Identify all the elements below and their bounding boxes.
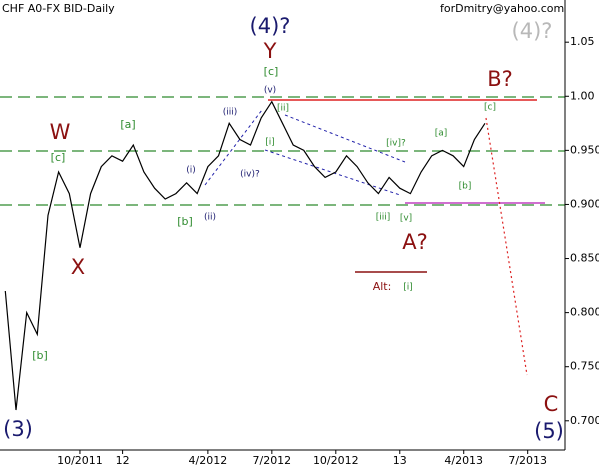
x-tick-label: 10/2012 (313, 454, 359, 467)
wave-label: W (50, 120, 71, 144)
wave-label: [b] (459, 182, 472, 192)
wave-label: (5) (534, 419, 564, 443)
wave-label: [c] (484, 103, 496, 113)
wave-label: (iv)? (240, 170, 260, 180)
wave-label: [i] (403, 283, 413, 293)
chart-title: CHF A0-FX BID-Daily (2, 2, 115, 15)
alt-label: Alt: (373, 280, 392, 293)
x-tick-label: 4/2013 (444, 454, 483, 467)
y-tick-label: 1.00 (570, 89, 595, 102)
wave-label: [iii] (376, 213, 391, 223)
y-tick-label: 0.950 (570, 143, 599, 156)
wave-label: [a] (120, 118, 135, 131)
wave-label: C (544, 392, 559, 416)
y-tick-label: 1.05 (570, 35, 595, 48)
x-tick-label: 7/2013 (508, 454, 547, 467)
wave-label: (i) (186, 166, 196, 176)
x-tick-label: 7/2012 (252, 454, 291, 467)
wave-label: [v] (400, 214, 412, 224)
x-tick-label: 13 (393, 454, 407, 467)
projection-line (485, 117, 528, 376)
price-line (4, 100, 486, 411)
wave-label: [b] (177, 215, 193, 228)
wave-label: (4)? (512, 19, 553, 43)
wave-label: Y (263, 39, 277, 63)
y-tick-label: 0.800 (570, 306, 599, 319)
wave-label: [a] (435, 129, 448, 139)
wave-label: [ii] (277, 104, 289, 114)
x-tick-label: 10/2011 (57, 454, 103, 467)
watermark: forDmitry@yahoo.com (440, 2, 564, 15)
y-tick-label: 0.900 (570, 197, 599, 210)
wave-label: (4)? (250, 14, 291, 38)
x-tick-label: 12 (116, 454, 130, 467)
wave-label: (3) (3, 417, 33, 441)
y-tick-label: 0.750 (570, 360, 599, 373)
wave-label: [c] (264, 65, 279, 78)
wave-label: (ii) (204, 213, 216, 223)
x-tick-label: 4/2012 (189, 454, 228, 467)
wave-label: [b] (32, 349, 48, 362)
wave-label: [c] (51, 151, 66, 164)
channel-line (204, 109, 263, 186)
wave-label: [iv]? (386, 139, 406, 149)
wave-label: [i] (265, 138, 275, 148)
y-tick-label: 0.700 (570, 414, 599, 427)
wave-label: A? (402, 230, 428, 254)
wave-label: (iii) (223, 108, 238, 118)
wave-label: X (71, 255, 85, 279)
y-tick-label: 0.850 (570, 252, 599, 265)
wave-label: (v) (264, 86, 276, 96)
wave-label: B? (487, 67, 513, 91)
